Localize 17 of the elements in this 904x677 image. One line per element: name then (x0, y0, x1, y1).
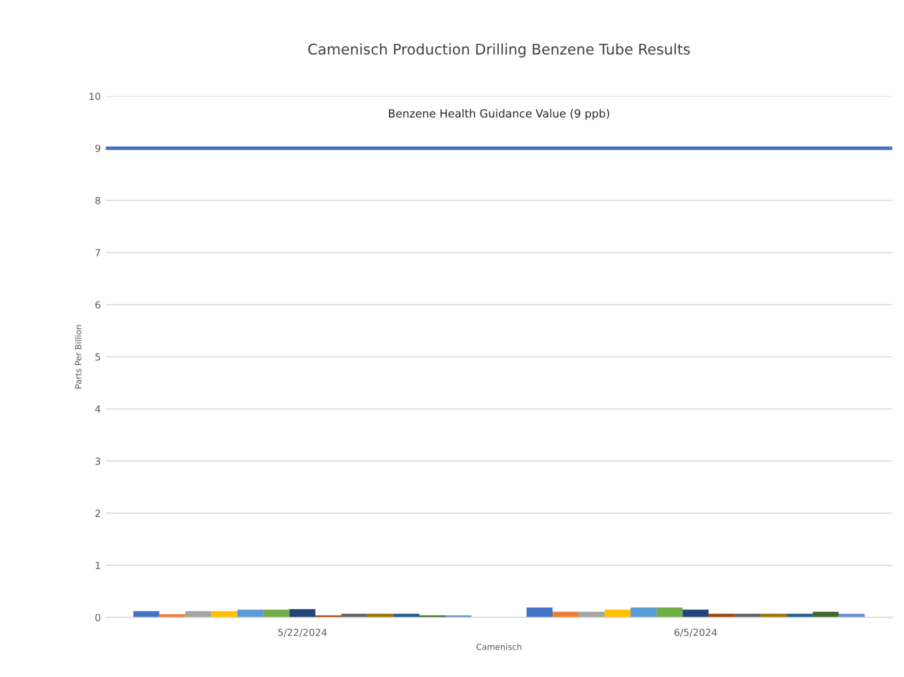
y-tick-label: 8 (95, 196, 100, 204)
chart-title: Camenisch Production Drilling Benzene Tube Results (308, 43, 690, 58)
y-tick-label: 7 (96, 249, 100, 256)
y-tick-label: 5 (95, 353, 100, 361)
ref-line-label: Benzene Health Guidance Value (9 ppb) (389, 109, 610, 120)
y-tick-label: 4 (95, 406, 100, 413)
x-tick-label: 6/5/2024 (674, 628, 717, 637)
y-tick-label: 6 (95, 301, 100, 308)
y-tick-label: 10 (90, 92, 100, 100)
y-tick-label: 9 (95, 144, 100, 152)
x-axis-title: Camenisch (476, 644, 522, 650)
y-tick-label: 2 (95, 510, 100, 517)
y-axis-title: Parts Per Billion (74, 325, 82, 388)
y-tick-label: 1 (96, 562, 100, 569)
x-tick-label: 5/22/2024 (278, 628, 327, 637)
y-tick-label: 0 (95, 614, 100, 622)
y-tick-label: 3 (95, 458, 100, 465)
